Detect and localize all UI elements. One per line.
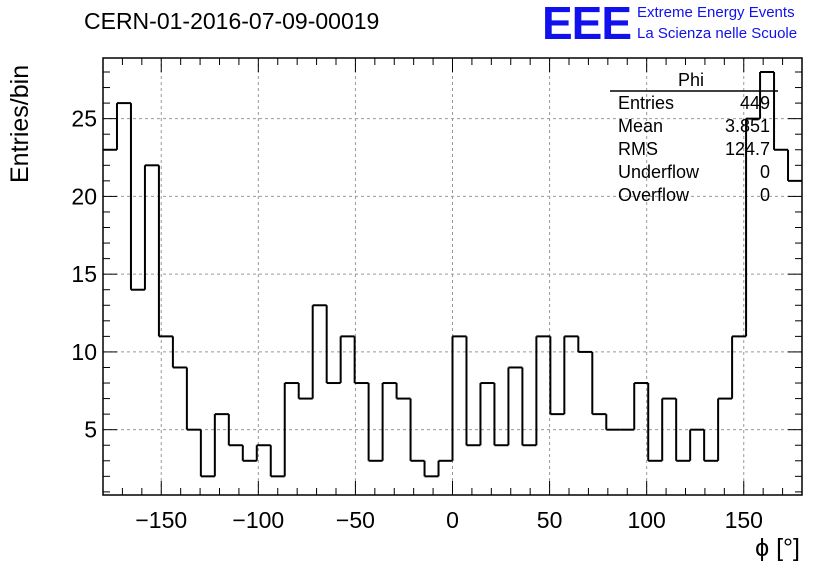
stats-value: 0 <box>759 185 770 205</box>
stats-value: 449 <box>739 93 770 113</box>
stats-value: 3.851 <box>724 116 770 136</box>
stats-value: 124.7 <box>724 139 770 159</box>
logo-line-2: La Scienza nelle Scuole <box>637 25 798 42</box>
x-tick-label: 50 <box>537 507 563 533</box>
x-tick-label: −100 <box>232 507 284 533</box>
axis-tick-labels: −150 −100 −50 0 50 100 150 5 10 15 20 25 <box>71 106 763 533</box>
stats-label: Overflow <box>618 185 690 205</box>
x-axis-label: ϕ [°] <box>755 534 800 562</box>
y-tick-label: 25 <box>71 106 97 132</box>
stats-value: 0 <box>759 162 770 182</box>
x-tick-label: 150 <box>725 507 763 533</box>
stats-title: Phi <box>678 70 705 90</box>
y-axis-label-wrap: Entries/bin <box>6 65 36 213</box>
eee-logo: EEE <box>542 0 632 49</box>
stats-label: Entries <box>618 93 675 113</box>
y-axis-label: Entries/bin <box>6 64 34 183</box>
x-tick-label: 100 <box>627 507 665 533</box>
x-tick-label: 0 <box>446 507 459 533</box>
y-tick-label: 15 <box>71 261 97 287</box>
x-tick-label: −150 <box>135 507 187 533</box>
chart-title: CERN-01-2016-07-09-00019 <box>84 8 380 34</box>
histogram-bars <box>103 70 802 478</box>
y-tick-label: 10 <box>71 339 97 365</box>
stats-label: RMS <box>618 139 658 159</box>
axis-ticks <box>102 58 803 495</box>
y-tick-label: 20 <box>71 183 97 209</box>
stats-label: Mean <box>618 116 664 136</box>
stats-label: Underflow <box>618 162 700 182</box>
y-tick-label: 5 <box>84 417 97 443</box>
logo-line-1: Extreme Energy Events <box>637 4 795 21</box>
x-tick-label: −50 <box>336 507 375 533</box>
plot-frame <box>102 57 803 496</box>
